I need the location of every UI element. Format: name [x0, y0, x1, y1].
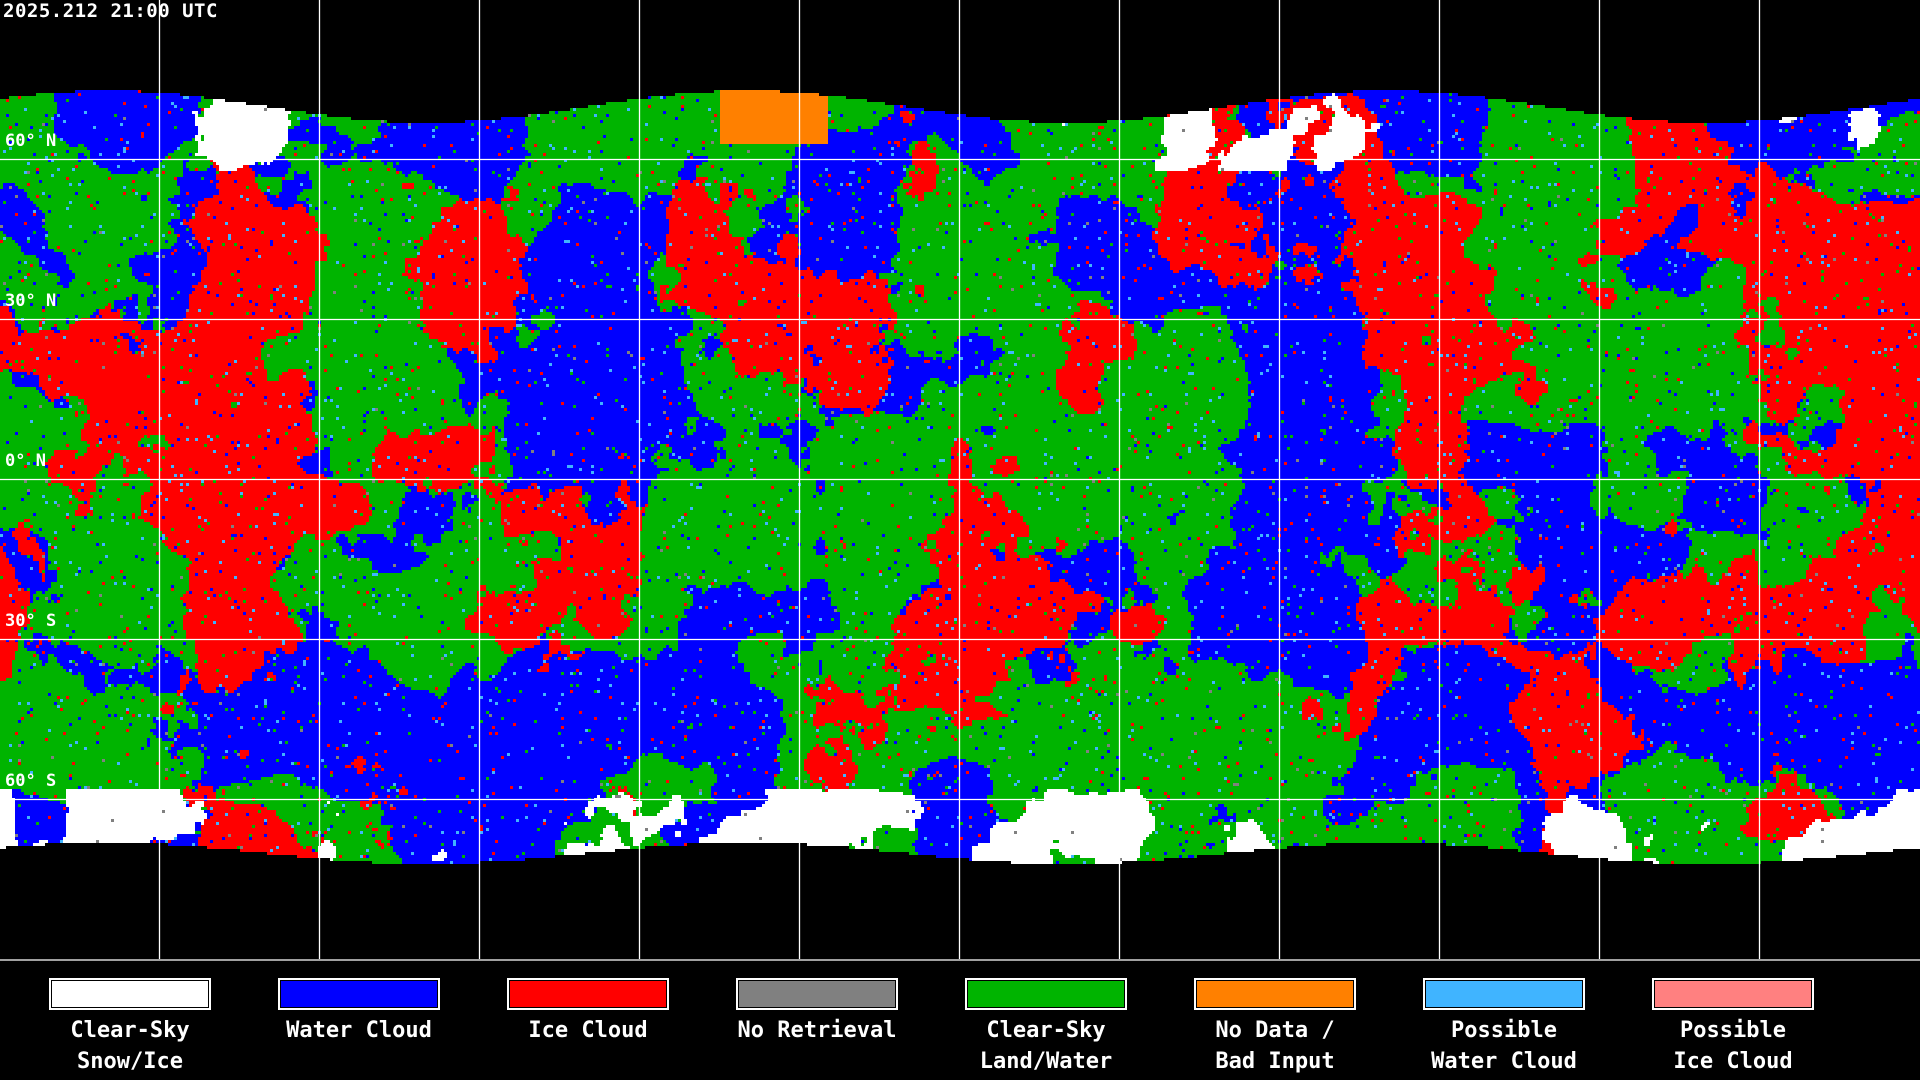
legend-swatch [507, 978, 669, 1010]
lat-lon-grid [0, 0, 1920, 960]
legend-swatch [1194, 978, 1356, 1010]
legend-label: Possible [1680, 1018, 1786, 1043]
legend-label: No Data / [1215, 1018, 1335, 1043]
legend-label: Ice Cloud [1673, 1049, 1793, 1074]
legend-label: Clear-Sky [986, 1018, 1106, 1043]
legend-label: No Retrieval [737, 1018, 897, 1043]
legend-item-no-data-bad-input: No Data / Bad Input [1194, 978, 1356, 1077]
legend-label: Clear-Sky [70, 1018, 190, 1043]
lat-label-30s: 30° S [5, 611, 57, 631]
legend-item-clear-sky-land-water: Clear-Sky Land/Water [965, 978, 1127, 1077]
legend-label: Bad Input [1215, 1049, 1335, 1074]
map-border [0, 959, 1920, 961]
cloud-phase-map: 2025.212 21:00 UTC 60° N 30° N 0° N 30° … [0, 0, 1920, 960]
lat-label-60s: 60° S [5, 771, 57, 791]
legend-item-no-retrieval: No Retrieval [736, 978, 898, 1046]
legend-swatch [278, 978, 440, 1010]
legend-swatch [49, 978, 211, 1010]
legend-swatch [1652, 978, 1814, 1010]
legend-item-possible-water-cloud: Possible Water Cloud [1423, 978, 1585, 1077]
legend-label: Land/Water [979, 1049, 1113, 1074]
lat-label-30n: 30° N [5, 291, 57, 311]
legend-item-water-cloud: Water Cloud [278, 978, 440, 1046]
legend-label: Snow/Ice [77, 1049, 183, 1074]
legend-label: Water Cloud [286, 1018, 432, 1043]
legend-item-possible-ice-cloud: Possible Ice Cloud [1652, 978, 1814, 1077]
legend-label: Possible [1451, 1018, 1557, 1043]
timestamp-title: 2025.212 21:00 UTC [3, 0, 218, 22]
legend-item-clear-sky-snow-ice: Clear-Sky Snow/Ice [49, 978, 211, 1077]
legend-swatch [965, 978, 1127, 1010]
legend-label: Water Cloud [1431, 1049, 1577, 1074]
legend-label: Ice Cloud [528, 1018, 648, 1043]
legend-item-ice-cloud: Ice Cloud [507, 978, 669, 1046]
legend-swatch [736, 978, 898, 1010]
legend-swatch [1423, 978, 1585, 1010]
lat-label-0n: 0° N [5, 451, 46, 471]
lat-label-60n: 60° N [5, 131, 57, 151]
